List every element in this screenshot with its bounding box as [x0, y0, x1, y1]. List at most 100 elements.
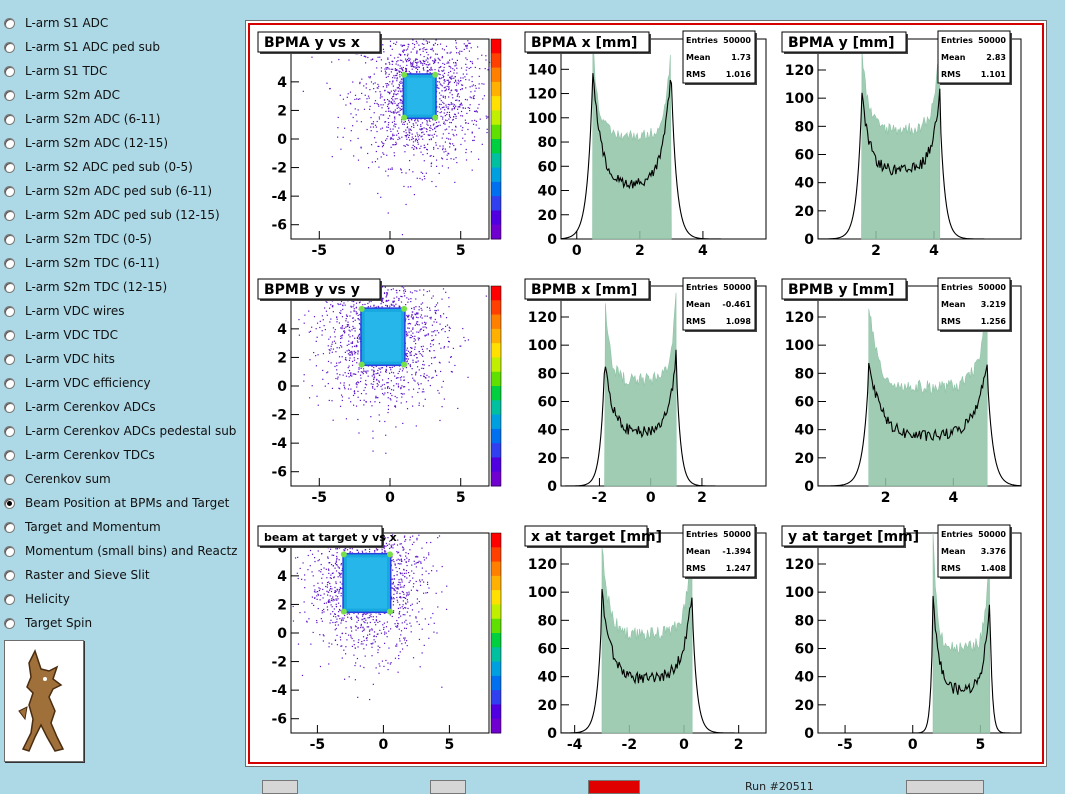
scatter-point [411, 374, 413, 376]
radio-button[interactable] [4, 353, 15, 365]
scatter-point [400, 578, 402, 580]
radio-button[interactable] [4, 185, 15, 197]
menu-item-4[interactable]: L-arm S2m ADC (6-11) [4, 109, 242, 129]
menu-item-16[interactable]: L-arm Cerenkov ADCs [4, 397, 242, 417]
radio-button[interactable] [4, 545, 15, 557]
next-button[interactable] [430, 780, 466, 794]
menu-item-18[interactable]: L-arm Cerenkov TDCs [4, 445, 242, 465]
radio-button[interactable] [4, 257, 15, 269]
radio-button[interactable] [4, 425, 15, 437]
menu-item-20[interactable]: Beam Position at BPMs and Target [4, 493, 242, 513]
radio-button[interactable] [4, 233, 15, 245]
scatter-point [408, 593, 410, 595]
menu-item-12[interactable]: L-arm VDC wires [4, 301, 242, 321]
scatter-point [352, 306, 354, 308]
scatter-point [421, 172, 424, 174]
radio-button[interactable] [4, 113, 15, 125]
menu-item-23[interactable]: Raster and Sieve Slit [4, 565, 242, 585]
scatter-point [317, 404, 319, 406]
scatter-point [416, 66, 418, 69]
menu-item-25[interactable]: Target Spin [4, 613, 242, 633]
radio-button[interactable] [4, 65, 15, 77]
menu-item-0[interactable]: L-arm S1 ADC [4, 13, 242, 33]
scatter-point [388, 387, 391, 389]
scatter-point [463, 43, 465, 45]
scatter-point [387, 392, 389, 394]
radio-button[interactable] [4, 17, 15, 29]
core-corner [401, 71, 408, 78]
menu-item-7[interactable]: L-arm S2m ADC ped sub (6-11) [4, 181, 242, 201]
scatter-point [413, 126, 415, 129]
scatter-point [432, 119, 434, 121]
scatter-point [424, 323, 427, 326]
radio-button[interactable] [4, 473, 15, 485]
scatter-point [392, 133, 394, 135]
radio-button[interactable] [4, 137, 15, 149]
menu-item-15[interactable]: L-arm VDC efficiency [4, 373, 242, 393]
radio-button[interactable] [4, 569, 15, 581]
scatter-point [416, 537, 418, 539]
radio-button[interactable] [4, 617, 15, 629]
scatter-point [423, 373, 425, 375]
menu-item-6[interactable]: L-arm S2 ADC ped sub (0-5) [4, 157, 242, 177]
plot-title: beam at target y vs x [264, 531, 397, 544]
menu-item-10[interactable]: L-arm S2m TDC (6-11) [4, 253, 242, 273]
scatter-point [382, 48, 385, 50]
exit-button[interactable] [906, 780, 984, 794]
scatter-point [365, 372, 368, 374]
scatter-point [318, 570, 320, 572]
menu-item-22[interactable]: Momentum (small bins) and Reactz [4, 541, 242, 561]
menu-item-17[interactable]: L-arm Cerenkov ADCs pedestal sub [4, 421, 242, 441]
stop-button[interactable] [588, 780, 640, 794]
scatter-point [396, 77, 398, 79]
scatter-point [385, 63, 387, 65]
scatter-point [387, 662, 389, 664]
radio-button[interactable] [4, 209, 15, 221]
menu-item-1[interactable]: L-arm S1 ADC ped sub [4, 37, 242, 57]
histogram-fill [604, 292, 677, 487]
menu-item-3[interactable]: L-arm S2m ADC [4, 85, 242, 105]
menu-item-8[interactable]: L-arm S2m ADC ped sub (12-15) [4, 205, 242, 225]
menu-item-9[interactable]: L-arm S2m TDC (0-5) [4, 229, 242, 249]
scatter-point [349, 315, 351, 317]
menu-item-11[interactable]: L-arm S2m TDC (12-15) [4, 277, 242, 297]
scatter-point [377, 145, 379, 148]
menu-item-2[interactable]: L-arm S1 TDC [4, 61, 242, 81]
menu-item-13[interactable]: L-arm VDC TDC [4, 325, 242, 345]
menu-item-14[interactable]: L-arm VDC hits [4, 349, 242, 369]
y-tick-label: 80 [795, 613, 815, 629]
scatter-point [394, 102, 396, 104]
scatter-point [321, 334, 323, 336]
radio-button[interactable] [4, 401, 15, 413]
radio-button[interactable] [4, 377, 15, 389]
radio-button[interactable] [4, 521, 15, 533]
radio-button[interactable] [4, 449, 15, 461]
menu-item-24[interactable]: Helicity [4, 589, 242, 609]
scatter-point [394, 111, 396, 113]
radio-button[interactable] [4, 497, 15, 509]
scatter-point [333, 340, 336, 342]
scatter-point [462, 137, 464, 139]
scatter-point [448, 126, 450, 128]
radio-button[interactable] [4, 593, 15, 605]
scatter-point [345, 547, 347, 549]
prev-button[interactable] [262, 780, 298, 794]
menu-item-5[interactable]: L-arm S2m ADC (12-15) [4, 133, 242, 153]
scatter-point [418, 44, 420, 46]
radio-button[interactable] [4, 41, 15, 53]
menu-item-21[interactable]: Target and Momentum [4, 517, 242, 537]
scatter-point [401, 90, 403, 92]
radio-button[interactable] [4, 281, 15, 293]
scatter-point [404, 559, 406, 561]
scatter-point [308, 310, 310, 312]
radio-button[interactable] [4, 329, 15, 341]
scatter-point [329, 350, 331, 352]
radio-button[interactable] [4, 305, 15, 317]
radio-button[interactable] [4, 161, 15, 173]
scatter-point [387, 382, 389, 384]
scatter-point [394, 144, 397, 146]
radio-button[interactable] [4, 89, 15, 101]
scatter-point [315, 591, 317, 593]
y-tick-label: 100 [528, 111, 557, 127]
menu-item-19[interactable]: Cerenkov sum [4, 469, 242, 489]
